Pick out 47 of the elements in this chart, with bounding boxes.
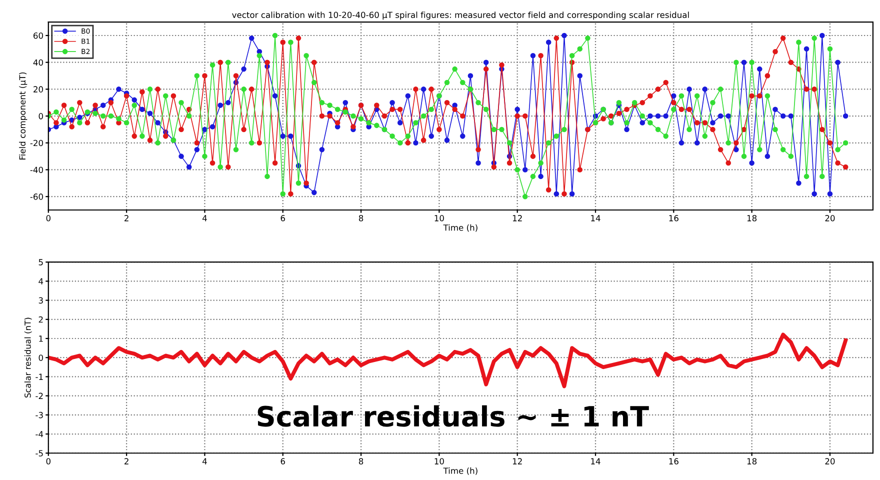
- x-tick-label: 16: [669, 215, 678, 222]
- y-tick-label: 0: [38, 113, 43, 120]
- x-tick-label: 12: [512, 458, 522, 464]
- x-tick-label: 4: [202, 458, 207, 464]
- y-tick-label: 40: [33, 59, 43, 66]
- x-tick-label: 6: [280, 458, 285, 464]
- y-tick-label: -1: [36, 374, 43, 380]
- x-tick-label: 8: [358, 458, 364, 464]
- y-tick-label: 5: [38, 259, 43, 266]
- x-tick-label: 2: [124, 458, 128, 464]
- y-tick-label: -40: [30, 166, 43, 174]
- x-tick-label: 20: [825, 215, 835, 222]
- y-tick-label: 1: [39, 336, 43, 342]
- x-axis-title: Time (h): [443, 224, 478, 232]
- y-axis-title: Field component (µT): [19, 72, 28, 160]
- y-tick-label: -2: [36, 392, 43, 399]
- x-tick-label: 20: [825, 458, 835, 464]
- x-tick-label: 18: [747, 215, 757, 222]
- x-tick-label: 12: [512, 215, 522, 222]
- x-axis-title: Time (h): [443, 467, 478, 475]
- y-axis-title: Scalar residual (nT): [24, 318, 32, 398]
- y-tick-label: -20: [30, 140, 43, 146]
- line-series: [48, 332, 848, 388]
- y-tick-label: 20: [34, 86, 43, 92]
- y-tick-label: -60: [30, 194, 43, 200]
- x-tick-label: 8: [358, 215, 364, 222]
- x-tick-label: 0: [46, 458, 50, 464]
- annotation: Scalar residuals ~ ± 1 nT: [258, 405, 649, 427]
- x-tick-label: 2: [124, 215, 128, 222]
- y-tick-label: -3: [36, 412, 43, 418]
- x-tick-label: 10: [434, 215, 444, 222]
- y-tick-label: 60: [34, 32, 43, 39]
- x-tick-label: 14: [591, 215, 600, 222]
- y-tick-label: 3: [38, 297, 43, 304]
- y-tick-label: 2: [38, 316, 43, 323]
- x-tick-label: 4: [202, 215, 207, 222]
- x-tick-label: 16: [669, 458, 678, 464]
- x-tick-label: 14: [591, 458, 600, 464]
- y-tick-label: -4: [36, 431, 44, 438]
- x-tick-label: 18: [747, 458, 757, 464]
- y-tick-label: 0: [38, 354, 43, 361]
- chart-title: vector calibration with 10-20-40-60 µT spiral figures: measured vector field and corresponding scalar residual: [232, 12, 689, 20]
- y-tick-label: -5: [36, 450, 43, 456]
- x-tick-label: 0: [46, 215, 50, 222]
- y-tick-label: 4: [38, 278, 44, 284]
- x-tick-label: 10: [434, 458, 444, 464]
- x-tick-label: 6: [280, 215, 285, 222]
